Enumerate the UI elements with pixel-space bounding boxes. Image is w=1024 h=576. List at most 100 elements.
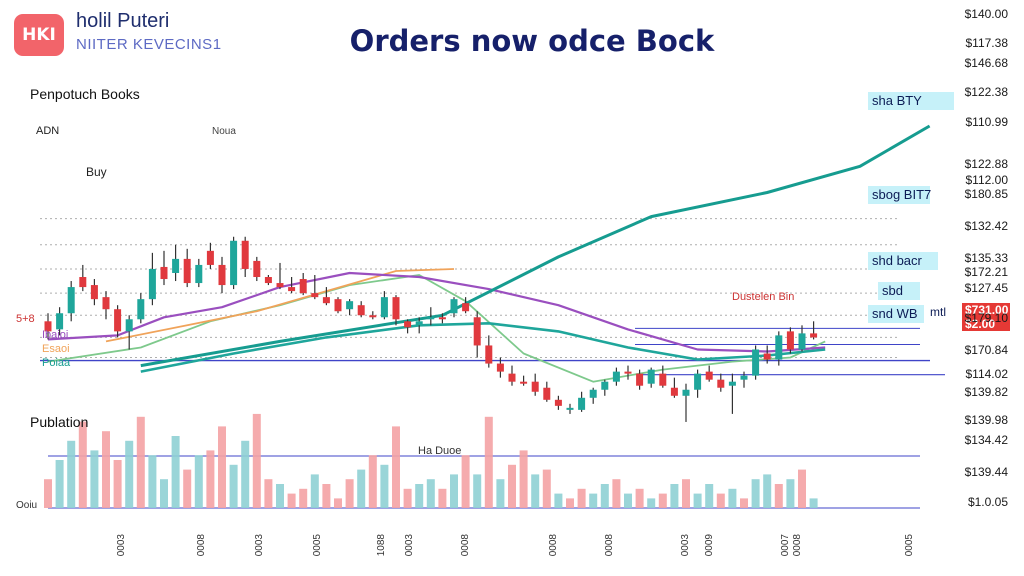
volume-bar <box>809 498 818 508</box>
candle-body <box>218 264 226 286</box>
x-axis-tick: 0005 <box>904 534 915 557</box>
candle-body <box>810 333 818 338</box>
y-axis-tick: $180.85 <box>965 187 1009 201</box>
candle-body <box>740 375 748 380</box>
annotation-label: Ha Duoe <box>418 445 461 457</box>
x-axis-tick: 0008 <box>196 534 207 557</box>
volume-bar <box>624 493 632 508</box>
x-axis-tick: 0003 <box>254 534 265 557</box>
volume-bar <box>357 469 366 508</box>
volume-bar <box>751 479 760 508</box>
volume-bar <box>392 426 400 508</box>
y-axis-tick: $135.33 <box>965 251 1009 265</box>
candle-body <box>79 277 87 288</box>
candle-body <box>148 268 156 300</box>
candle-body <box>612 371 620 382</box>
volume-bar <box>148 455 157 508</box>
candle-body <box>125 319 133 332</box>
brand-logo: HKI <box>14 14 64 56</box>
volume-bar <box>531 474 540 508</box>
volume-bar <box>693 493 702 508</box>
volume-bar <box>322 484 331 508</box>
candle-body <box>438 317 446 320</box>
brand-name: holil Puteri <box>76 10 170 32</box>
candle-body <box>647 369 655 384</box>
annotation-label: Ibaioi <box>42 329 68 341</box>
candle-body <box>137 299 145 320</box>
volume-bar <box>334 498 342 508</box>
price-tag-box <box>868 186 930 204</box>
candle-body <box>195 264 203 284</box>
candle-body <box>624 371 632 374</box>
candle-body <box>404 321 412 328</box>
price-tag-label: snd WB <box>872 306 918 321</box>
volume-bar <box>461 455 470 508</box>
volume-bar <box>450 474 458 508</box>
candle-body <box>44 321 52 332</box>
volume-bar <box>194 455 203 508</box>
y-axis-tick: $112.00 <box>966 173 1009 187</box>
price-tag-label: sbd <box>882 283 903 298</box>
volume-bar <box>740 498 748 508</box>
y-axis-tick: $139.82 <box>965 385 1009 399</box>
volume-bar <box>635 488 644 508</box>
candle-body <box>566 407 574 410</box>
candle-body <box>717 379 725 388</box>
candle-body <box>56 313 64 330</box>
y-axis-tick: $139.98 <box>965 413 1009 427</box>
y-axis-tick: $122.88 <box>965 157 1009 171</box>
price-panel-label: Penpotuch Books <box>30 86 140 102</box>
volume-bar <box>484 416 493 508</box>
x-axis-tick: 0005 <box>312 534 323 557</box>
volume-bar <box>438 488 447 508</box>
volume-bar <box>368 455 377 508</box>
candle-body <box>427 317 435 320</box>
volume-bar <box>299 488 308 508</box>
volume-bar <box>415 484 424 508</box>
volume-bar <box>473 474 482 508</box>
volume-bar <box>310 474 319 508</box>
candle-body <box>334 299 342 312</box>
chart-title: Orders now odce Bock <box>349 24 715 58</box>
candle-body <box>346 301 354 310</box>
y-axis-tick: $127.45 <box>965 281 1009 295</box>
volume-bar <box>670 484 679 508</box>
x-axis-tick: 1088 <box>376 534 387 557</box>
volume-bar <box>426 479 435 508</box>
volume-bar <box>798 469 806 508</box>
volume-bar <box>658 493 667 508</box>
y-axis-tick: $132.42 <box>965 219 1009 233</box>
candle-body <box>90 285 98 300</box>
candle-body <box>682 389 690 396</box>
candle-body <box>485 345 493 364</box>
y-axis-tick: $139.44 <box>965 465 1009 479</box>
y-axis-tick: $114.02 <box>966 367 1009 381</box>
candle-body <box>253 260 261 278</box>
y-axis-tick: $140.00 <box>965 7 1009 21</box>
volume-bar <box>554 493 563 508</box>
volume-bar <box>774 484 783 508</box>
candle-body <box>728 381 736 386</box>
price-tag-red-label: $2.00 <box>965 317 995 331</box>
y-axis-tick: $117.38 <box>966 36 1009 50</box>
annotation-label: Noua <box>212 126 236 137</box>
candle-body <box>554 399 562 406</box>
candle-body <box>241 240 249 269</box>
volume-bar <box>55 460 64 508</box>
y-axis-tick: $172.21 <box>965 265 1009 279</box>
volume-bar <box>78 421 87 508</box>
y-axis-tick: $134.42 <box>965 433 1009 447</box>
volume-bar <box>90 450 99 508</box>
volume-bar <box>183 469 192 508</box>
volume-bar <box>218 426 226 508</box>
price-tag-box <box>868 305 924 323</box>
candle-body <box>496 363 504 372</box>
volume-bar <box>600 484 609 508</box>
x-axis-tick: 0003 <box>116 534 127 557</box>
candle-body <box>369 315 377 318</box>
volume-bar <box>542 469 551 508</box>
volume-bar <box>136 416 145 508</box>
price-tag-red-label: $731.00 <box>965 303 1009 317</box>
volume-bar <box>252 413 261 508</box>
